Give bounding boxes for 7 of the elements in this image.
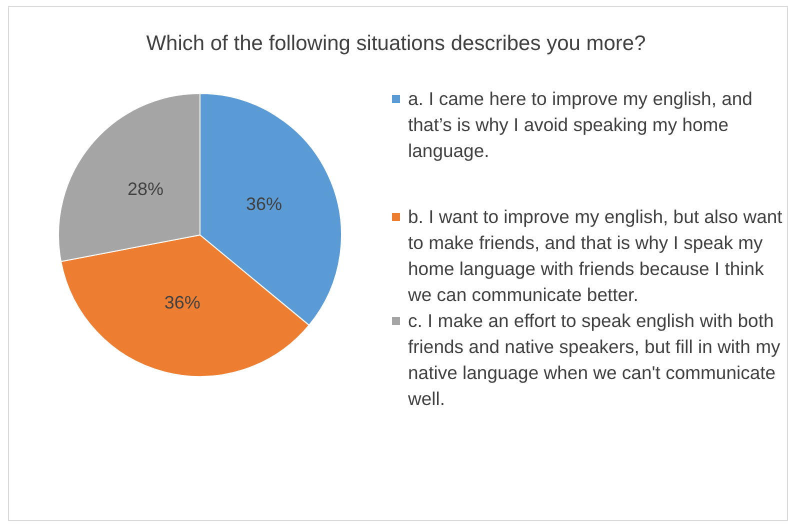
legend-label: b. I want to improve my english, but also want to make friends, and that is why I speak my home language with friends because I think we can communicate better. [408, 205, 784, 307]
legend-label: c. I make an effort to speak english with both friends and native speakers, but fill in with my native language when we can't communicate well. [408, 309, 782, 411]
data-label: 36% [164, 292, 200, 312]
chart-title: Which of the following situations describes you more? [145, 32, 647, 56]
data-label: 28% [127, 178, 164, 199]
legend-label: a. I came here to improve my english, and that’s is why I avoid speaking my home language. [408, 87, 754, 163]
data-label: 36% [246, 194, 282, 214]
